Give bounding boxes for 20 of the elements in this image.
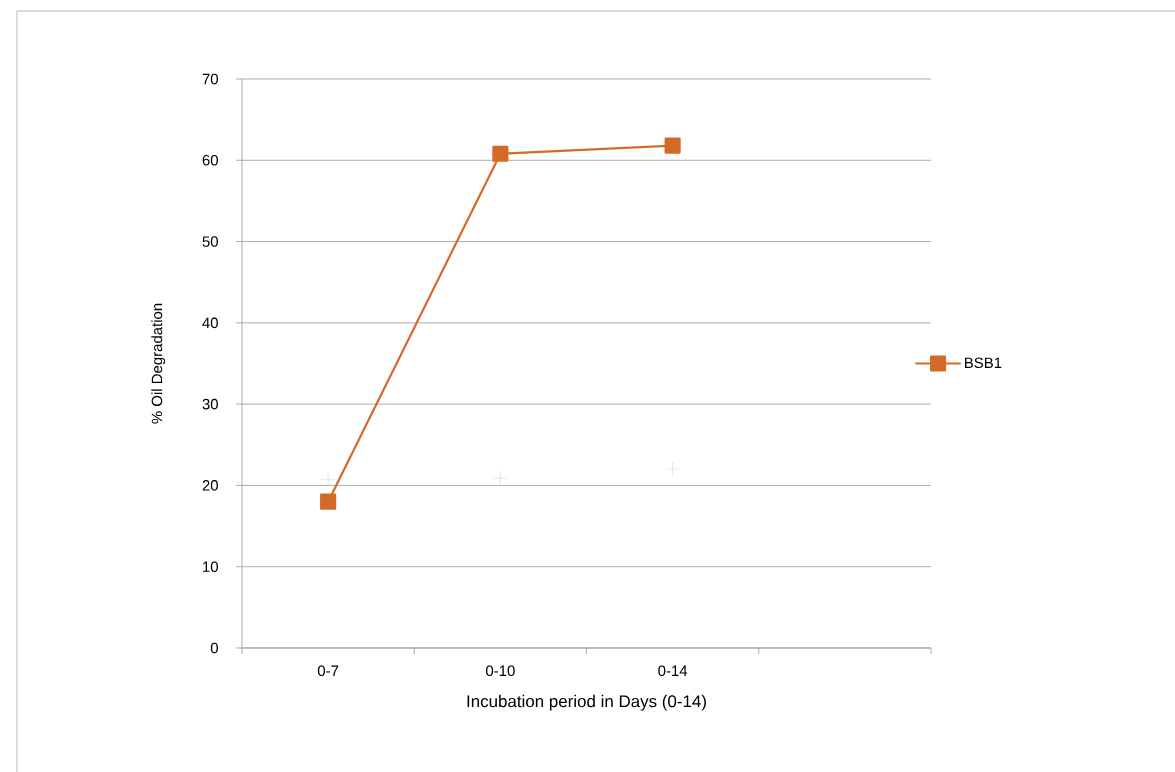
y-tick-label: 40	[202, 317, 218, 329]
point	[492, 145, 509, 162]
x-tick-label: 0-14	[658, 665, 688, 677]
y-tick-label: 70	[202, 73, 218, 85]
x-tick-label: 0-7	[317, 665, 339, 677]
legend-label: BSB1	[965, 357, 1002, 369]
point	[320, 493, 337, 510]
x-tick-label: 0-10	[486, 665, 515, 677]
y-axis-title: % Oil Degradation	[151, 303, 166, 424]
y-tick-label: 0	[210, 642, 218, 654]
y-tick-label: 60	[202, 154, 218, 166]
point	[665, 461, 680, 477]
y-tick-label: 20	[202, 480, 218, 491]
y-tick-label: 50	[202, 236, 218, 247]
point	[320, 472, 336, 487]
point	[493, 470, 508, 486]
point	[664, 137, 681, 154]
y-tick-label: 30	[202, 398, 218, 410]
x-axis-title: Incubation period in Days (0-14)	[467, 694, 706, 711]
y-tick-label: 10	[203, 561, 218, 572]
